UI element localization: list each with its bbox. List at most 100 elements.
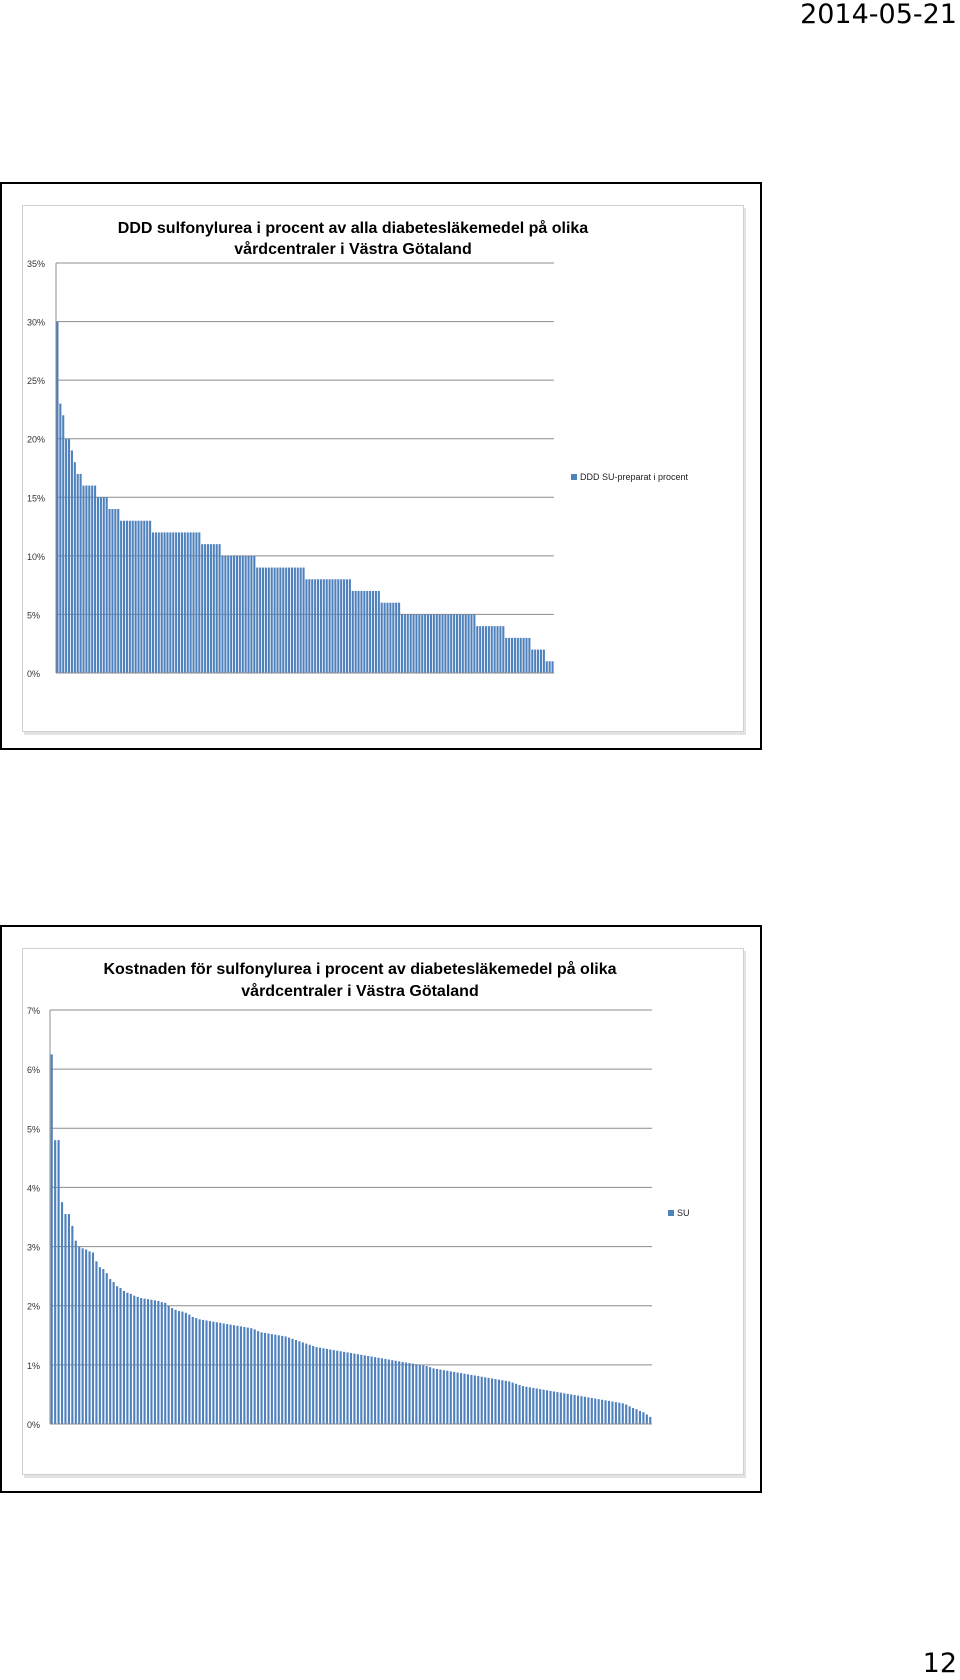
bar [501, 1380, 504, 1424]
bar [322, 1348, 325, 1424]
bar [480, 1376, 483, 1424]
bar [432, 614, 435, 673]
bar [153, 1300, 156, 1424]
cost-su-bar-chart: Kostnaden för sulfonylurea i procent av … [27, 960, 690, 1430]
bar [129, 1293, 132, 1424]
bar [243, 1327, 246, 1424]
bar [175, 532, 178, 673]
bar [111, 509, 114, 673]
bar [151, 532, 155, 673]
bar [201, 544, 204, 673]
bar [305, 1343, 308, 1424]
bar [154, 532, 157, 673]
bar [85, 485, 88, 673]
bar [363, 1355, 366, 1424]
bar [56, 321, 59, 673]
bar [174, 1309, 177, 1424]
bar [215, 1322, 218, 1424]
bar [642, 1412, 645, 1424]
bar [496, 626, 499, 673]
bar [114, 509, 117, 673]
bar [551, 661, 554, 673]
bar [241, 555, 244, 673]
bar [171, 1308, 174, 1424]
chart-title-line-2: vårdcentraler i Västra Götaland [234, 240, 471, 258]
bar [395, 602, 398, 673]
bar [461, 614, 464, 673]
bar [528, 637, 531, 673]
bar [172, 532, 175, 673]
chart-frame-ddd: DDD sulfonylurea i procent av alla diabe… [22, 205, 744, 732]
bar [493, 626, 496, 673]
bar [380, 602, 383, 673]
bar [209, 544, 212, 673]
bar [343, 579, 346, 673]
bar [82, 485, 85, 673]
y-tick-label: 1% [27, 1361, 40, 1371]
bar [353, 1353, 356, 1424]
bar [117, 509, 120, 673]
bar [281, 1335, 284, 1424]
y-tick-label: 10% [27, 552, 45, 562]
bar [288, 567, 291, 673]
bar [518, 1384, 521, 1424]
bar [548, 661, 551, 673]
bar [504, 1380, 507, 1424]
page-number: 12 [922, 1648, 957, 1679]
bar [531, 649, 534, 673]
bar [515, 1383, 518, 1424]
bar [140, 1298, 143, 1424]
bar [418, 1364, 421, 1424]
bar [134, 520, 137, 673]
bar [123, 520, 126, 673]
y-tick-label: 4% [27, 1183, 40, 1193]
bar [435, 1369, 439, 1424]
bar [525, 637, 528, 673]
bar [490, 626, 493, 673]
bar [270, 1334, 273, 1424]
bar [487, 1377, 490, 1424]
bar [580, 1396, 583, 1424]
bar [54, 1140, 57, 1424]
bar [458, 614, 461, 673]
bar [516, 637, 519, 673]
bar [186, 532, 189, 673]
bar [463, 1373, 466, 1424]
bar [563, 1393, 566, 1424]
bar [453, 1371, 456, 1424]
header-date: 2014-05-21 [800, 0, 957, 30]
bar [597, 1399, 600, 1424]
y-tick-label: 6% [27, 1065, 40, 1075]
bar [229, 1324, 232, 1424]
bar [160, 1302, 163, 1424]
bar [136, 1296, 139, 1424]
bar [260, 1332, 263, 1424]
bar [450, 614, 453, 673]
bar [460, 1373, 463, 1424]
bar [331, 579, 334, 673]
y-tick-label: 25% [27, 376, 45, 386]
bar [525, 1386, 528, 1424]
bar [374, 591, 377, 673]
bar [226, 1324, 229, 1424]
bar [218, 544, 221, 673]
bar [105, 497, 108, 673]
bar [363, 591, 366, 673]
bar [470, 614, 473, 673]
y-tick-label: 20% [27, 435, 45, 445]
bar [473, 614, 476, 673]
bar [638, 1410, 642, 1424]
bar [318, 1347, 322, 1424]
bar [449, 1371, 452, 1424]
bar [230, 555, 233, 673]
bar [494, 1379, 497, 1424]
bar [276, 567, 279, 673]
chart-title-line-1: DDD sulfonylurea i procent av alla diabe… [118, 219, 588, 237]
bar [392, 602, 395, 673]
bar [294, 1340, 298, 1424]
bar [233, 555, 236, 673]
bar [535, 1388, 538, 1424]
bar [412, 614, 415, 673]
bar [559, 1392, 562, 1424]
bar [534, 649, 537, 673]
